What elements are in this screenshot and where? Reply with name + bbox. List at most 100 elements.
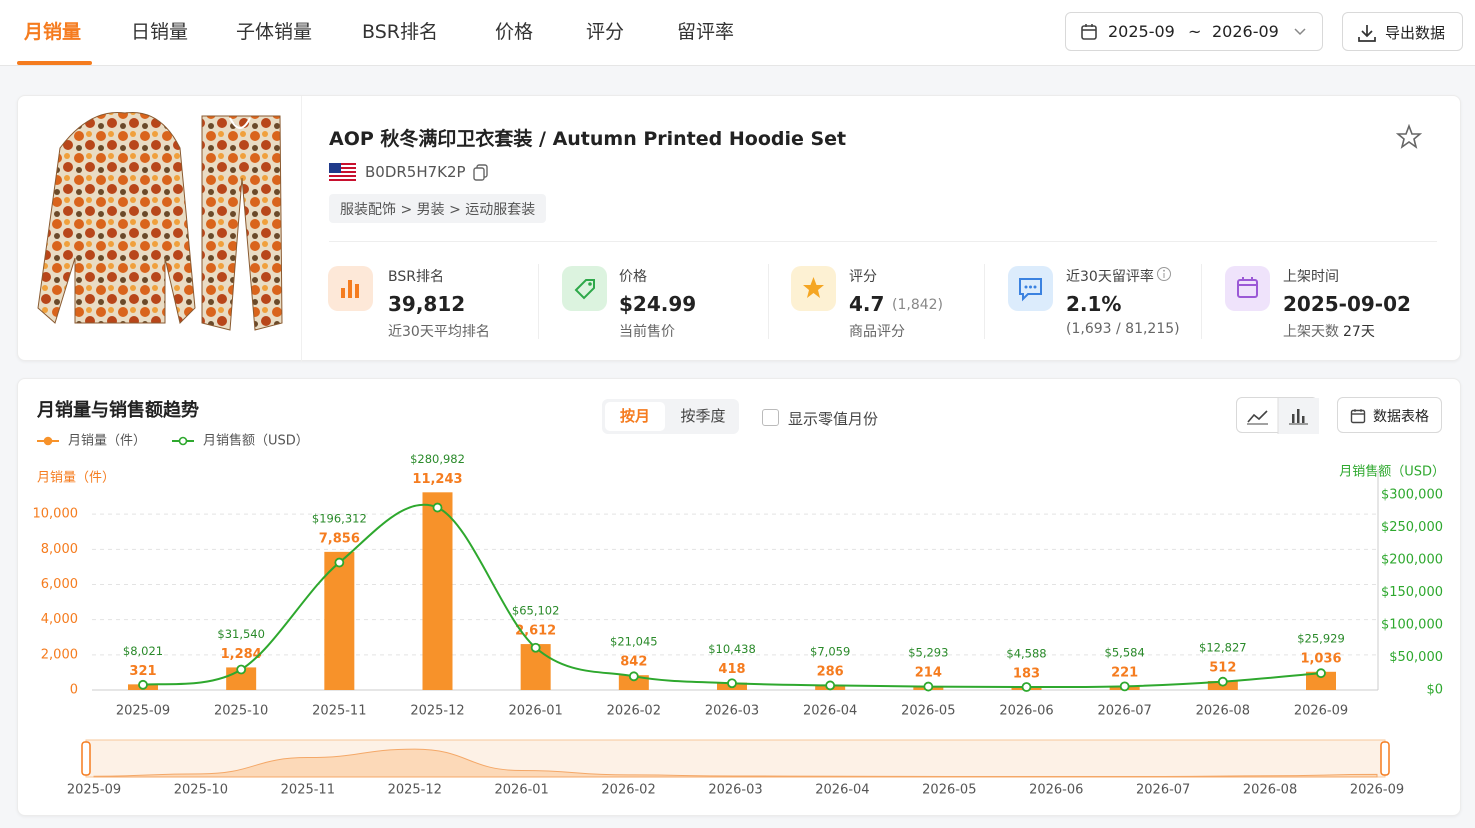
metric-label: 评分 <box>849 269 877 285</box>
info-icon[interactable] <box>1156 266 1172 282</box>
metric-note: 当前售价 <box>619 324 675 340</box>
category-tag: 服装配饰 > 男装 > 运动服套装 <box>329 194 547 223</box>
y2-tick-label: $150,000 <box>1381 585 1443 600</box>
zoom-x-label: 2025-10 <box>174 783 228 798</box>
copy-icon[interactable] <box>473 164 489 182</box>
bar-value-label: 842 <box>620 655 647 670</box>
metric-value: 2025-09-02 <box>1283 292 1411 316</box>
revenue-point <box>334 557 345 568</box>
calendar-icon <box>1081 24 1097 40</box>
export-button[interactable]: 导出数据 <box>1342 12 1463 51</box>
x-tick-label: 2025-09 <box>116 704 170 719</box>
bar-value-label: 7,856 <box>319 531 360 546</box>
bsr-icon <box>328 266 373 311</box>
toggle-option[interactable]: 按季度 <box>680 407 726 425</box>
zoom-x-label: 2025-12 <box>388 783 442 798</box>
x-tick-label: 2026-09 <box>1294 704 1348 719</box>
tab[interactable]: 月销量 <box>24 21 82 43</box>
download-icon <box>1358 25 1376 42</box>
product-image <box>37 111 283 331</box>
tab[interactable]: 日销量 <box>131 21 189 43</box>
revenue-point <box>727 678 737 689</box>
revenue-point <box>923 681 934 692</box>
tab[interactable]: 留评率 <box>677 21 735 43</box>
export-label: 导出数据 <box>1385 24 1446 42</box>
y2-tick-label: $200,000 <box>1381 553 1443 568</box>
toggle-option[interactable]: 按月 <box>605 402 665 431</box>
revenue-point <box>1217 676 1228 687</box>
metric-note: (1,693 / 81,215) <box>1066 321 1180 337</box>
zoom-x-label: 2026-09 <box>1350 783 1404 798</box>
legend-swatch <box>43 436 53 446</box>
bar-value-label: 1,284 <box>221 647 262 662</box>
line-value-label: $31,540 <box>217 627 265 641</box>
revenue-point <box>236 664 247 675</box>
y2-tick-label: $300,000 <box>1381 488 1443 503</box>
tab[interactable]: 子体销量 <box>236 21 313 43</box>
legend-swatch <box>178 436 188 446</box>
tab[interactable]: BSR排名 <box>362 21 438 43</box>
tab[interactable]: 评分 <box>586 21 625 43</box>
line-value-label: $196,312 <box>312 511 367 525</box>
bar-value-label: 418 <box>718 662 745 677</box>
divider <box>329 241 1437 242</box>
date-end: 2026-09 <box>1212 22 1279 41</box>
x-tick-label: 2025-12 <box>410 704 464 719</box>
zoom-x-label: 2026-08 <box>1243 783 1297 798</box>
revenue-point <box>432 502 443 513</box>
divider <box>538 264 539 339</box>
y2-tick-label: $100,000 <box>1381 618 1443 633</box>
line-value-label: $280,982 <box>410 452 465 466</box>
rating-icon <box>791 266 836 311</box>
metric-value: 2.1% <box>1066 292 1122 316</box>
tab[interactable]: 价格 <box>495 21 534 43</box>
bar-value-label: 512 <box>1209 660 1236 675</box>
revenue-point <box>530 642 541 653</box>
zoom-handle[interactable] <box>1380 741 1390 776</box>
bar <box>422 492 453 690</box>
price-icon <box>562 266 607 311</box>
y2-tick-label: $250,000 <box>1381 520 1443 535</box>
favorite-star[interactable] <box>1396 124 1422 150</box>
tab-bar: 月销量 日销量 子体销量 BSR排名 价格 评分 留评率 2025-09 ~ 2… <box>0 0 1475 66</box>
checkbox[interactable] <box>762 409 779 426</box>
legend-label: 月销售额（USD） <box>203 433 309 449</box>
y2-axis-label: 月销售额（USD） <box>1339 464 1445 480</box>
zoom-x-label: 2026-06 <box>1029 783 1083 798</box>
metric-value: 39,812 <box>388 292 466 316</box>
date-separator: ~ <box>1188 22 1202 41</box>
line-value-label: $5,293 <box>908 646 948 660</box>
y-tick-label: 8,000 <box>41 542 78 557</box>
bar-value-label: 214 <box>915 666 942 681</box>
metric-note: 商品评分 <box>849 324 905 340</box>
table-button-label: 数据表格 <box>1373 409 1429 425</box>
review-icon <box>1008 266 1053 311</box>
metric-label: 近30天留评率 <box>1066 269 1154 285</box>
y-axis-label: 月销量（件） <box>37 471 115 486</box>
x-tick-label: 2025-10 <box>214 704 268 719</box>
line-value-label: $5,584 <box>1105 646 1145 660</box>
y-tick-label: 2,000 <box>41 647 78 662</box>
date-picker[interactable]: 2025-09 ~ 2026-09 <box>1065 12 1323 51</box>
metric-extra: (1,842) <box>892 297 944 313</box>
x-tick-label: 2026-03 <box>705 704 759 719</box>
table-button[interactable]: 数据表格 <box>1337 397 1442 433</box>
revenue-point <box>138 679 148 690</box>
zoom-x-label: 2026-07 <box>1136 783 1190 798</box>
legend-item: 月销量（件） <box>37 434 146 449</box>
divider <box>301 96 302 362</box>
tab-indicator <box>17 61 92 65</box>
divider <box>1201 264 1202 339</box>
line-value-label: $25,929 <box>1297 631 1345 645</box>
zoom-x-label: 2026-02 <box>601 783 655 798</box>
date-start: 2025-09 <box>1108 22 1175 41</box>
bar-value-label: 2,612 <box>515 624 556 639</box>
legend-label: 月销量（件） <box>68 434 146 449</box>
zoom-handle[interactable] <box>81 741 91 776</box>
metric-label: 价格 <box>619 269 647 285</box>
line-value-label: $4,588 <box>1006 646 1046 660</box>
metric-note: 上架天数 <box>1283 324 1339 340</box>
bar <box>324 551 355 690</box>
revenue-point <box>1119 681 1130 692</box>
zoom-x-label: 2025-11 <box>281 783 335 798</box>
